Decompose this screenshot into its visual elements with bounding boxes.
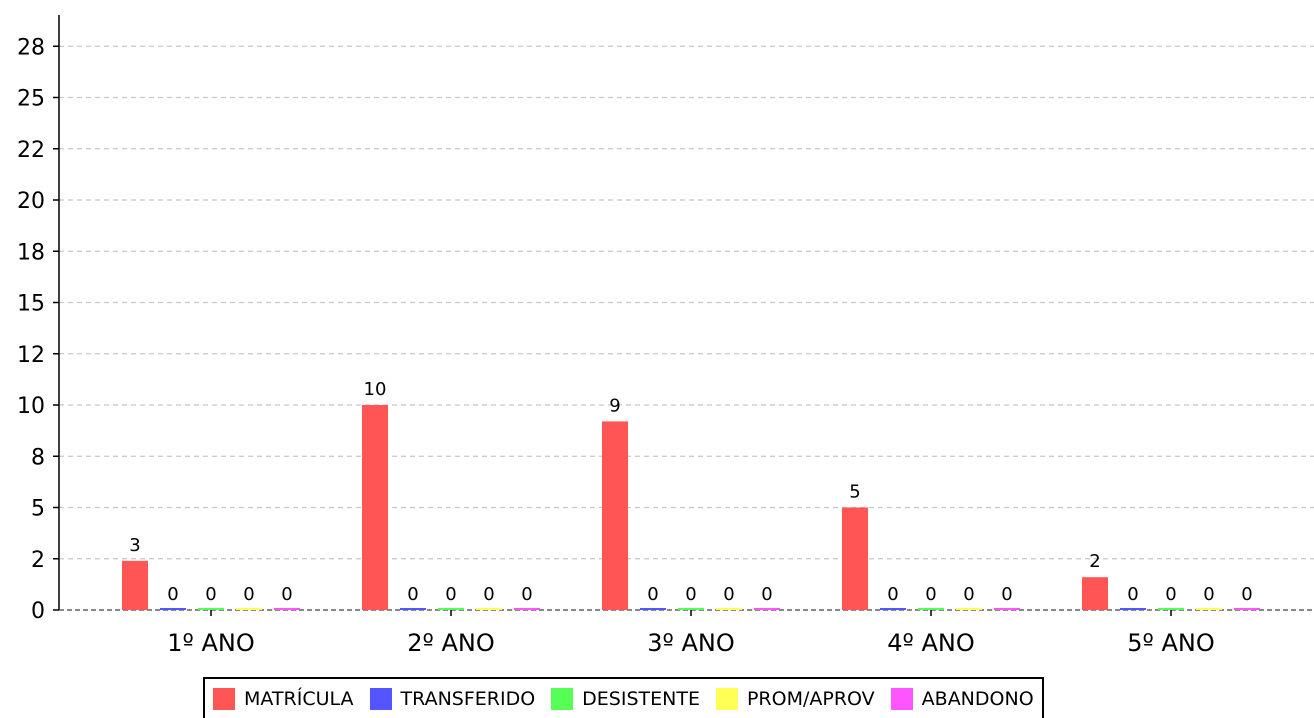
- y-tick-label: 18: [17, 240, 45, 265]
- legend-swatch: [715, 687, 738, 710]
- legend-label: MATRÍCULA: [244, 687, 354, 710]
- data-label: 2: [1089, 551, 1100, 572]
- bar: [1082, 577, 1108, 610]
- data-label: 0: [281, 584, 292, 605]
- bar: [678, 608, 704, 610]
- x-tick-label: 4º ANO: [887, 629, 974, 657]
- y-tick-label: 10: [17, 394, 45, 419]
- bar: [476, 608, 502, 610]
- bar: [994, 608, 1020, 610]
- legend-label: DESISTENTE: [582, 687, 700, 710]
- legend-item: TRANSFERIDO: [369, 687, 536, 710]
- chart-legend: MATRÍCULA TRANSFERIDO DESISTENTE PROM/APROV…: [203, 677, 1044, 718]
- x-tick-label: 5º ANO: [1127, 629, 1214, 657]
- legend-swatch: [551, 687, 574, 710]
- data-label: 0: [963, 584, 974, 605]
- data-label: 9: [609, 395, 620, 416]
- legend-item: ABANDONO: [890, 687, 1034, 710]
- y-tick-label: 25: [17, 87, 45, 112]
- data-label: 5: [849, 482, 860, 503]
- data-label: 0: [1165, 584, 1176, 605]
- bar: [122, 560, 148, 610]
- legend-item: PROM/APROV: [715, 687, 875, 710]
- data-label: 0: [887, 584, 898, 605]
- legend-item: DESISTENTE: [551, 687, 700, 710]
- y-tick-label: 15: [17, 292, 45, 317]
- bar: [514, 608, 540, 610]
- y-tick-label: 0: [31, 599, 45, 624]
- data-label: 0: [1001, 584, 1012, 605]
- y-tick-label: 28: [17, 35, 45, 60]
- bar: [1158, 608, 1184, 610]
- legend-swatch: [890, 687, 913, 710]
- bar: [362, 405, 388, 610]
- y-tick-label: 22: [17, 138, 45, 163]
- data-label: 0: [925, 584, 936, 605]
- data-label: 0: [647, 584, 658, 605]
- data-label: 10: [364, 379, 387, 400]
- bar: [918, 608, 944, 610]
- bar: [198, 608, 224, 610]
- bar: [602, 421, 628, 610]
- bar: [400, 608, 426, 610]
- bar: [438, 608, 464, 610]
- bar: [716, 608, 742, 610]
- bar: [880, 608, 906, 610]
- data-label: 0: [1203, 584, 1214, 605]
- data-label: 0: [243, 584, 254, 605]
- data-label: 0: [407, 584, 418, 605]
- data-label: 0: [761, 584, 772, 605]
- data-label: 0: [483, 584, 494, 605]
- bar: [640, 608, 666, 610]
- bar: [274, 608, 300, 610]
- legend-label: ABANDONO: [921, 687, 1034, 710]
- x-tick-label: 1º ANO: [167, 629, 254, 657]
- y-tick-label: 20: [17, 189, 45, 214]
- data-label: 0: [723, 584, 734, 605]
- data-label: 0: [445, 584, 456, 605]
- legend-swatch: [369, 687, 392, 710]
- legend-label: TRANSFERIDO: [400, 687, 536, 710]
- bar: [842, 507, 868, 610]
- data-label: 0: [521, 584, 532, 605]
- legend-swatch: [213, 687, 235, 710]
- bar: [160, 608, 186, 610]
- bar: [236, 608, 262, 610]
- data-label: 0: [205, 584, 216, 605]
- y-tick-label: 12: [17, 343, 45, 368]
- x-tick-label: 2º ANO: [407, 629, 494, 657]
- data-label: 0: [685, 584, 696, 605]
- data-label: 0: [1127, 584, 1138, 605]
- y-tick-label: 5: [31, 497, 45, 522]
- legend-item: MATRÍCULA: [213, 687, 354, 710]
- data-label: 0: [1241, 584, 1252, 605]
- bar: [1196, 608, 1222, 610]
- legend-label: PROM/APROV: [746, 687, 875, 710]
- y-tick-label: 2: [31, 548, 45, 573]
- bar: [754, 608, 780, 610]
- bar: [1234, 608, 1260, 610]
- data-label: 0: [167, 584, 178, 605]
- x-tick-label: 3º ANO: [647, 629, 734, 657]
- data-label: 3: [129, 535, 140, 556]
- bar: [956, 608, 982, 610]
- bar: [1120, 608, 1146, 610]
- y-tick-label: 8: [31, 445, 45, 470]
